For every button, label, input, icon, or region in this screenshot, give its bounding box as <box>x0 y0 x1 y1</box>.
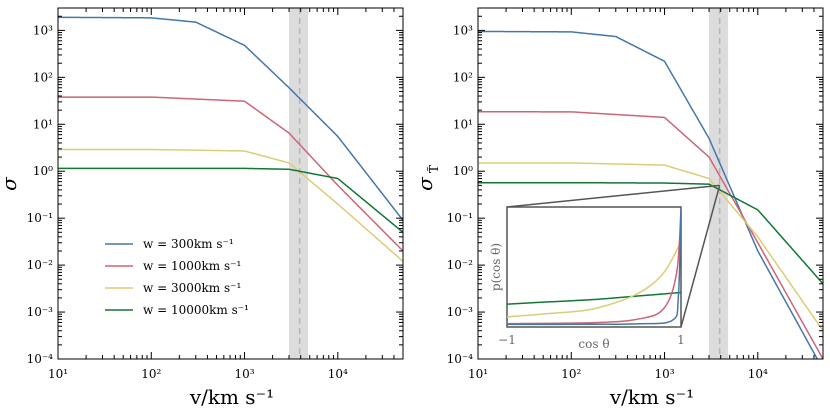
left-xlabel: v/km s⁻¹ <box>189 385 274 409</box>
series-line-3 <box>58 167 403 233</box>
y-tick-label: 10⁻² <box>447 258 474 272</box>
zoom-connector <box>680 185 721 328</box>
y-tick-label: 10⁻¹ <box>447 211 473 225</box>
legend-label: w = 300km s⁻¹ <box>143 237 234 251</box>
y-tick-label: 10² <box>33 70 53 84</box>
y-tick-label: 10² <box>453 70 473 84</box>
inset-chart: −1 1 cos θ p(cos θ) <box>489 184 721 351</box>
left-ticks: 10¹ 10² 10³ 10⁴ 10⁻⁴ 10⁻³ 10⁻² 10⁻¹ 10⁰ 10¹ 10² 10³ <box>27 7 404 381</box>
y-tick-label: 10³ <box>453 23 473 37</box>
x-tick-label: 10³ <box>234 367 254 381</box>
x-tick-label: 10³ <box>654 367 674 381</box>
left-chart: 10¹ 10² 10³ 10⁴ 10⁻⁴ 10⁻³ 10⁻² 10⁻¹ 10⁰ 10¹ 10² 10³… <box>0 7 404 409</box>
y-tick-label: 10¹ <box>453 117 473 131</box>
inset-x-tick-label: −1 <box>498 333 516 347</box>
y-tick-label: 10⁻⁴ <box>447 352 474 366</box>
inset-series-line-0 <box>507 291 681 305</box>
series-line-1 <box>478 110 823 359</box>
right-ylabel-group: σ T̃ <box>413 165 441 191</box>
y-tick-label: 10¹ <box>33 117 53 131</box>
x-tick-label: 10¹ <box>48 367 68 381</box>
series-line-0 <box>58 16 403 221</box>
x-tick-label: 10⁴ <box>748 367 768 381</box>
x-tick-label: 10⁴ <box>328 367 348 381</box>
left-legend: w = 300km s⁻¹ w = 1000km s⁻¹ w = 3000km s⁻… <box>105 237 249 317</box>
zoom-connector <box>506 184 720 208</box>
inset-series-line-3 <box>507 208 681 326</box>
series-line-1 <box>58 96 403 252</box>
left-series-group <box>58 16 403 262</box>
y-tick-label: 10³ <box>33 23 53 37</box>
y-tick-label: 10⁰ <box>453 164 473 178</box>
y-tick-label: 10⁻⁴ <box>27 352 54 366</box>
shaded-band <box>289 8 309 359</box>
legend-label: w = 10000km s⁻¹ <box>143 303 249 317</box>
series-line-2 <box>58 148 403 262</box>
legend-label: w = 3000km s⁻¹ <box>143 281 241 295</box>
y-tick-label: 10⁰ <box>33 164 53 178</box>
x-tick-label: 10² <box>141 367 161 381</box>
y-tick-label: 10⁻³ <box>27 305 54 319</box>
series-line-3 <box>478 181 823 285</box>
right-series-group <box>478 30 823 359</box>
right-band <box>709 8 729 359</box>
inset-xlabel: cos θ <box>578 337 609 351</box>
inset-frame <box>506 206 682 328</box>
inset-series-line-2 <box>507 208 681 325</box>
left-band <box>289 8 309 359</box>
right-chart: 10¹ 10² 10³ 10⁴ 10⁻⁴ 10⁻³ 10⁻² 10⁻¹ 10⁰ 10¹ 10² 10³… <box>413 7 824 409</box>
inset-series-group <box>507 208 681 326</box>
inset-x-tick-label: 1 <box>677 333 685 347</box>
inset-series-line-1 <box>507 241 681 318</box>
left-ylabel: σ <box>0 176 21 191</box>
right-ylabel-subscript: T̃ <box>426 165 441 173</box>
legend-label: w = 1000km s⁻¹ <box>143 259 241 273</box>
y-tick-label: 10⁻¹ <box>27 211 53 225</box>
y-tick-label: 10⁻³ <box>447 305 474 319</box>
y-tick-label: 10⁻² <box>27 258 54 272</box>
series-line-0 <box>478 30 819 359</box>
shaded-band <box>709 8 729 359</box>
x-tick-label: 10² <box>561 367 581 381</box>
x-tick-label: 10¹ <box>468 367 488 381</box>
right-ylabel: σ <box>413 176 437 191</box>
inset-ylabel: p(cos θ) <box>489 243 503 291</box>
right-ticks: 10¹ 10² 10³ 10⁴ 10⁻⁴ 10⁻³ 10⁻² 10⁻¹ 10⁰ 10¹ 10² 10³ <box>447 7 824 381</box>
right-xlabel: v/km s⁻¹ <box>609 385 694 409</box>
series-line-2 <box>478 162 823 332</box>
